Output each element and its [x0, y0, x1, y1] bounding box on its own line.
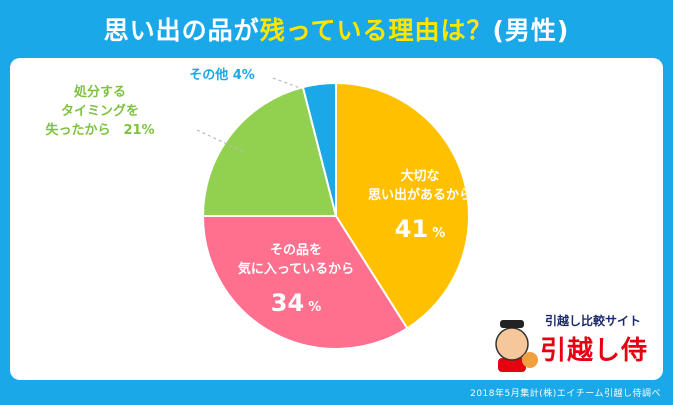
leader-line-missed-timing	[196, 129, 245, 153]
logo-tagline: 引越し比較サイト	[545, 314, 642, 328]
slice-other-label: その他 4%	[189, 67, 255, 83]
title-bar: 思い出の品が残っている理由は？(男性)	[0, 0, 673, 58]
footer-source: 2018年5月集計(株)エイチーム引越し侍調べ	[470, 389, 661, 399]
chart-title: 思い出の品が残っている理由は？(男性)	[104, 11, 570, 47]
logo-brand: 引越し侍	[540, 336, 649, 366]
samurai-mascot-icon	[495, 320, 538, 372]
slice-important-memories-value: 41%	[395, 215, 445, 243]
slice-other	[301, 81, 337, 217]
slice-missed-timing	[201, 85, 338, 217]
slice-important-memories-label: 大切な思い出があるから	[368, 168, 472, 203]
slice-like-the-item	[201, 215, 409, 350]
slice-missed-timing-label: 処分するタイミングを失ったから 21%	[45, 84, 154, 138]
slice-like-the-item-label: その品を気に入っているから	[238, 243, 354, 277]
leader-line-other	[272, 77, 301, 89]
slice-like-the-item-value: 34%	[271, 289, 321, 317]
title-part3: (男性)	[492, 16, 570, 45]
title-part1: 思い出の品が	[103, 16, 260, 45]
title-part2: 残っている理由は？	[259, 16, 493, 45]
